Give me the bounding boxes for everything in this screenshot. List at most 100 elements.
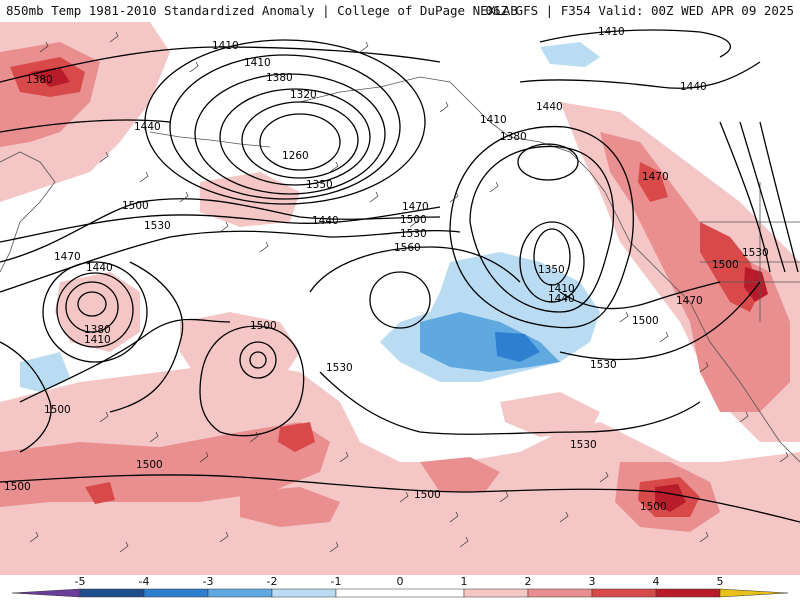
contour-label: 1440 xyxy=(536,101,563,113)
colorbar-tick-label: -2 xyxy=(267,575,278,588)
contour-label: 1410 xyxy=(212,40,239,52)
contour-label: 1440 xyxy=(548,293,575,305)
colorbar-segment xyxy=(591,588,657,598)
contour-label: 1350 xyxy=(306,179,333,191)
contour-west-1470 xyxy=(42,261,148,363)
contour-label: 1260 xyxy=(282,150,309,162)
contour-label: 1530 xyxy=(326,362,353,374)
anomaly-region-pos1 xyxy=(180,312,300,392)
wind-barb xyxy=(619,311,789,463)
contour-cutoff-inner xyxy=(249,351,267,369)
colorbar-tick-label: -3 xyxy=(203,575,214,588)
colorbar-segment xyxy=(143,588,209,598)
map-title: 850mb Temp 1981-2010 Standardized Anomal… xyxy=(6,3,518,18)
colorbar-segment xyxy=(527,588,593,598)
colorbar-segment xyxy=(271,588,337,598)
contour-1410-north xyxy=(0,46,441,83)
anomaly-region-pos1 xyxy=(0,362,800,575)
wind-barb xyxy=(329,161,499,228)
contour-label: 1380 xyxy=(84,324,111,336)
wind-barb xyxy=(29,531,709,553)
contour-gulf-1410 xyxy=(469,145,615,313)
contour-1530-long xyxy=(109,261,184,413)
contour-label: 1440 xyxy=(86,262,113,274)
contour-high-center xyxy=(369,271,431,329)
contour-east-lines xyxy=(719,121,799,273)
contour-label: 1500 xyxy=(640,501,667,513)
contour-gulf-1350 xyxy=(533,228,571,286)
contour-label: 1350 xyxy=(538,264,565,276)
contour-label: 1500 xyxy=(712,259,739,271)
contour-1500-band xyxy=(0,198,441,263)
colorbar-segment xyxy=(11,588,81,598)
colorbar-tick-label: -5 xyxy=(75,575,86,588)
colorbar-segment xyxy=(719,588,789,598)
contour-aleutian-1350 xyxy=(194,73,386,195)
colorbar-tick-label: 4 xyxy=(653,575,660,588)
contour-label: 1530 xyxy=(590,359,617,371)
contour-label: 1380 xyxy=(500,131,527,143)
coastline-namerica xyxy=(629,241,800,463)
contour-1500-mid xyxy=(19,318,231,403)
contour-1530-east xyxy=(559,281,761,361)
wind-barb xyxy=(99,151,269,253)
anomaly-region-pos3 xyxy=(638,162,668,202)
anomaly-region-pos3 xyxy=(278,422,315,452)
anomaly-region-pos4 xyxy=(744,267,768,302)
state-border xyxy=(700,182,800,322)
model-run-info: 06Z GFS | F354 Valid: 00Z WED APR 09 202… xyxy=(485,3,794,18)
colorbar-segment xyxy=(463,588,529,598)
colorbar-tick-label: 2 xyxy=(525,575,532,588)
contour-1500-south xyxy=(0,474,800,523)
colorbar-segment xyxy=(207,588,273,598)
contour-label: 1410 xyxy=(244,57,271,69)
contour-label: 1530 xyxy=(400,228,427,240)
anomaly-region-pos4 xyxy=(655,484,686,512)
colorbar-segment xyxy=(335,588,465,598)
coastline-alaska xyxy=(299,76,631,243)
contour-cutoff-mid xyxy=(239,341,277,379)
anomaly-region-pos1 xyxy=(55,272,140,352)
wind-barbs xyxy=(29,31,789,553)
contour-1530-south xyxy=(319,371,701,435)
colorbar-labels: -5 -4 -3 -2 -1 0 1 2 3 4 5 xyxy=(75,575,724,588)
contour-aleutian-1410 xyxy=(144,39,426,205)
contour-label: 1530 xyxy=(742,247,769,259)
contour-label: 1470 xyxy=(402,201,429,213)
contour-gulf-1440 xyxy=(449,125,634,329)
contour-label: 1440 xyxy=(680,81,707,93)
anomaly-region-pos1 xyxy=(200,172,300,227)
contour-label: 1500 xyxy=(250,320,277,332)
anomaly-region-neg3 xyxy=(495,332,540,362)
colorbar-segment xyxy=(655,588,721,598)
contour-label: 1380 xyxy=(266,72,293,84)
contour-label: 1500 xyxy=(44,404,71,416)
anomaly-region-pos1 xyxy=(500,392,600,437)
contour-west-1500 xyxy=(0,341,52,453)
anomaly-region-pos3 xyxy=(85,482,115,504)
coastlines xyxy=(0,76,800,463)
contour-label: 1500 xyxy=(122,200,149,212)
contour-label: 1470 xyxy=(676,295,703,307)
colorbar-tick-label: 5 xyxy=(717,575,724,588)
contour-label: 1440 xyxy=(134,121,161,133)
anomaly-region-pos3 xyxy=(700,222,760,312)
anomaly-region-pos2 xyxy=(0,422,330,507)
anomaly-region-neg1 xyxy=(540,42,600,67)
coastline-west xyxy=(0,151,56,273)
colorbar-tick-label: 0 xyxy=(397,575,404,588)
contour-aleutian-1380 xyxy=(169,54,401,200)
contour-aleutian-1320 xyxy=(219,88,371,186)
height-contours xyxy=(0,29,800,523)
anomaly-region-neg1 xyxy=(20,352,70,392)
contour-label: 1500 xyxy=(632,315,659,327)
anomaly-region-pos2 xyxy=(420,457,500,492)
contour-label: 1500 xyxy=(400,214,427,226)
wind-barb xyxy=(39,31,449,113)
contour-west-1380 xyxy=(77,291,107,317)
contour-label: 1380 xyxy=(26,74,53,86)
contour-label: 1440 xyxy=(312,215,339,227)
anomaly-shading xyxy=(0,22,800,575)
wind-barb xyxy=(399,471,609,523)
